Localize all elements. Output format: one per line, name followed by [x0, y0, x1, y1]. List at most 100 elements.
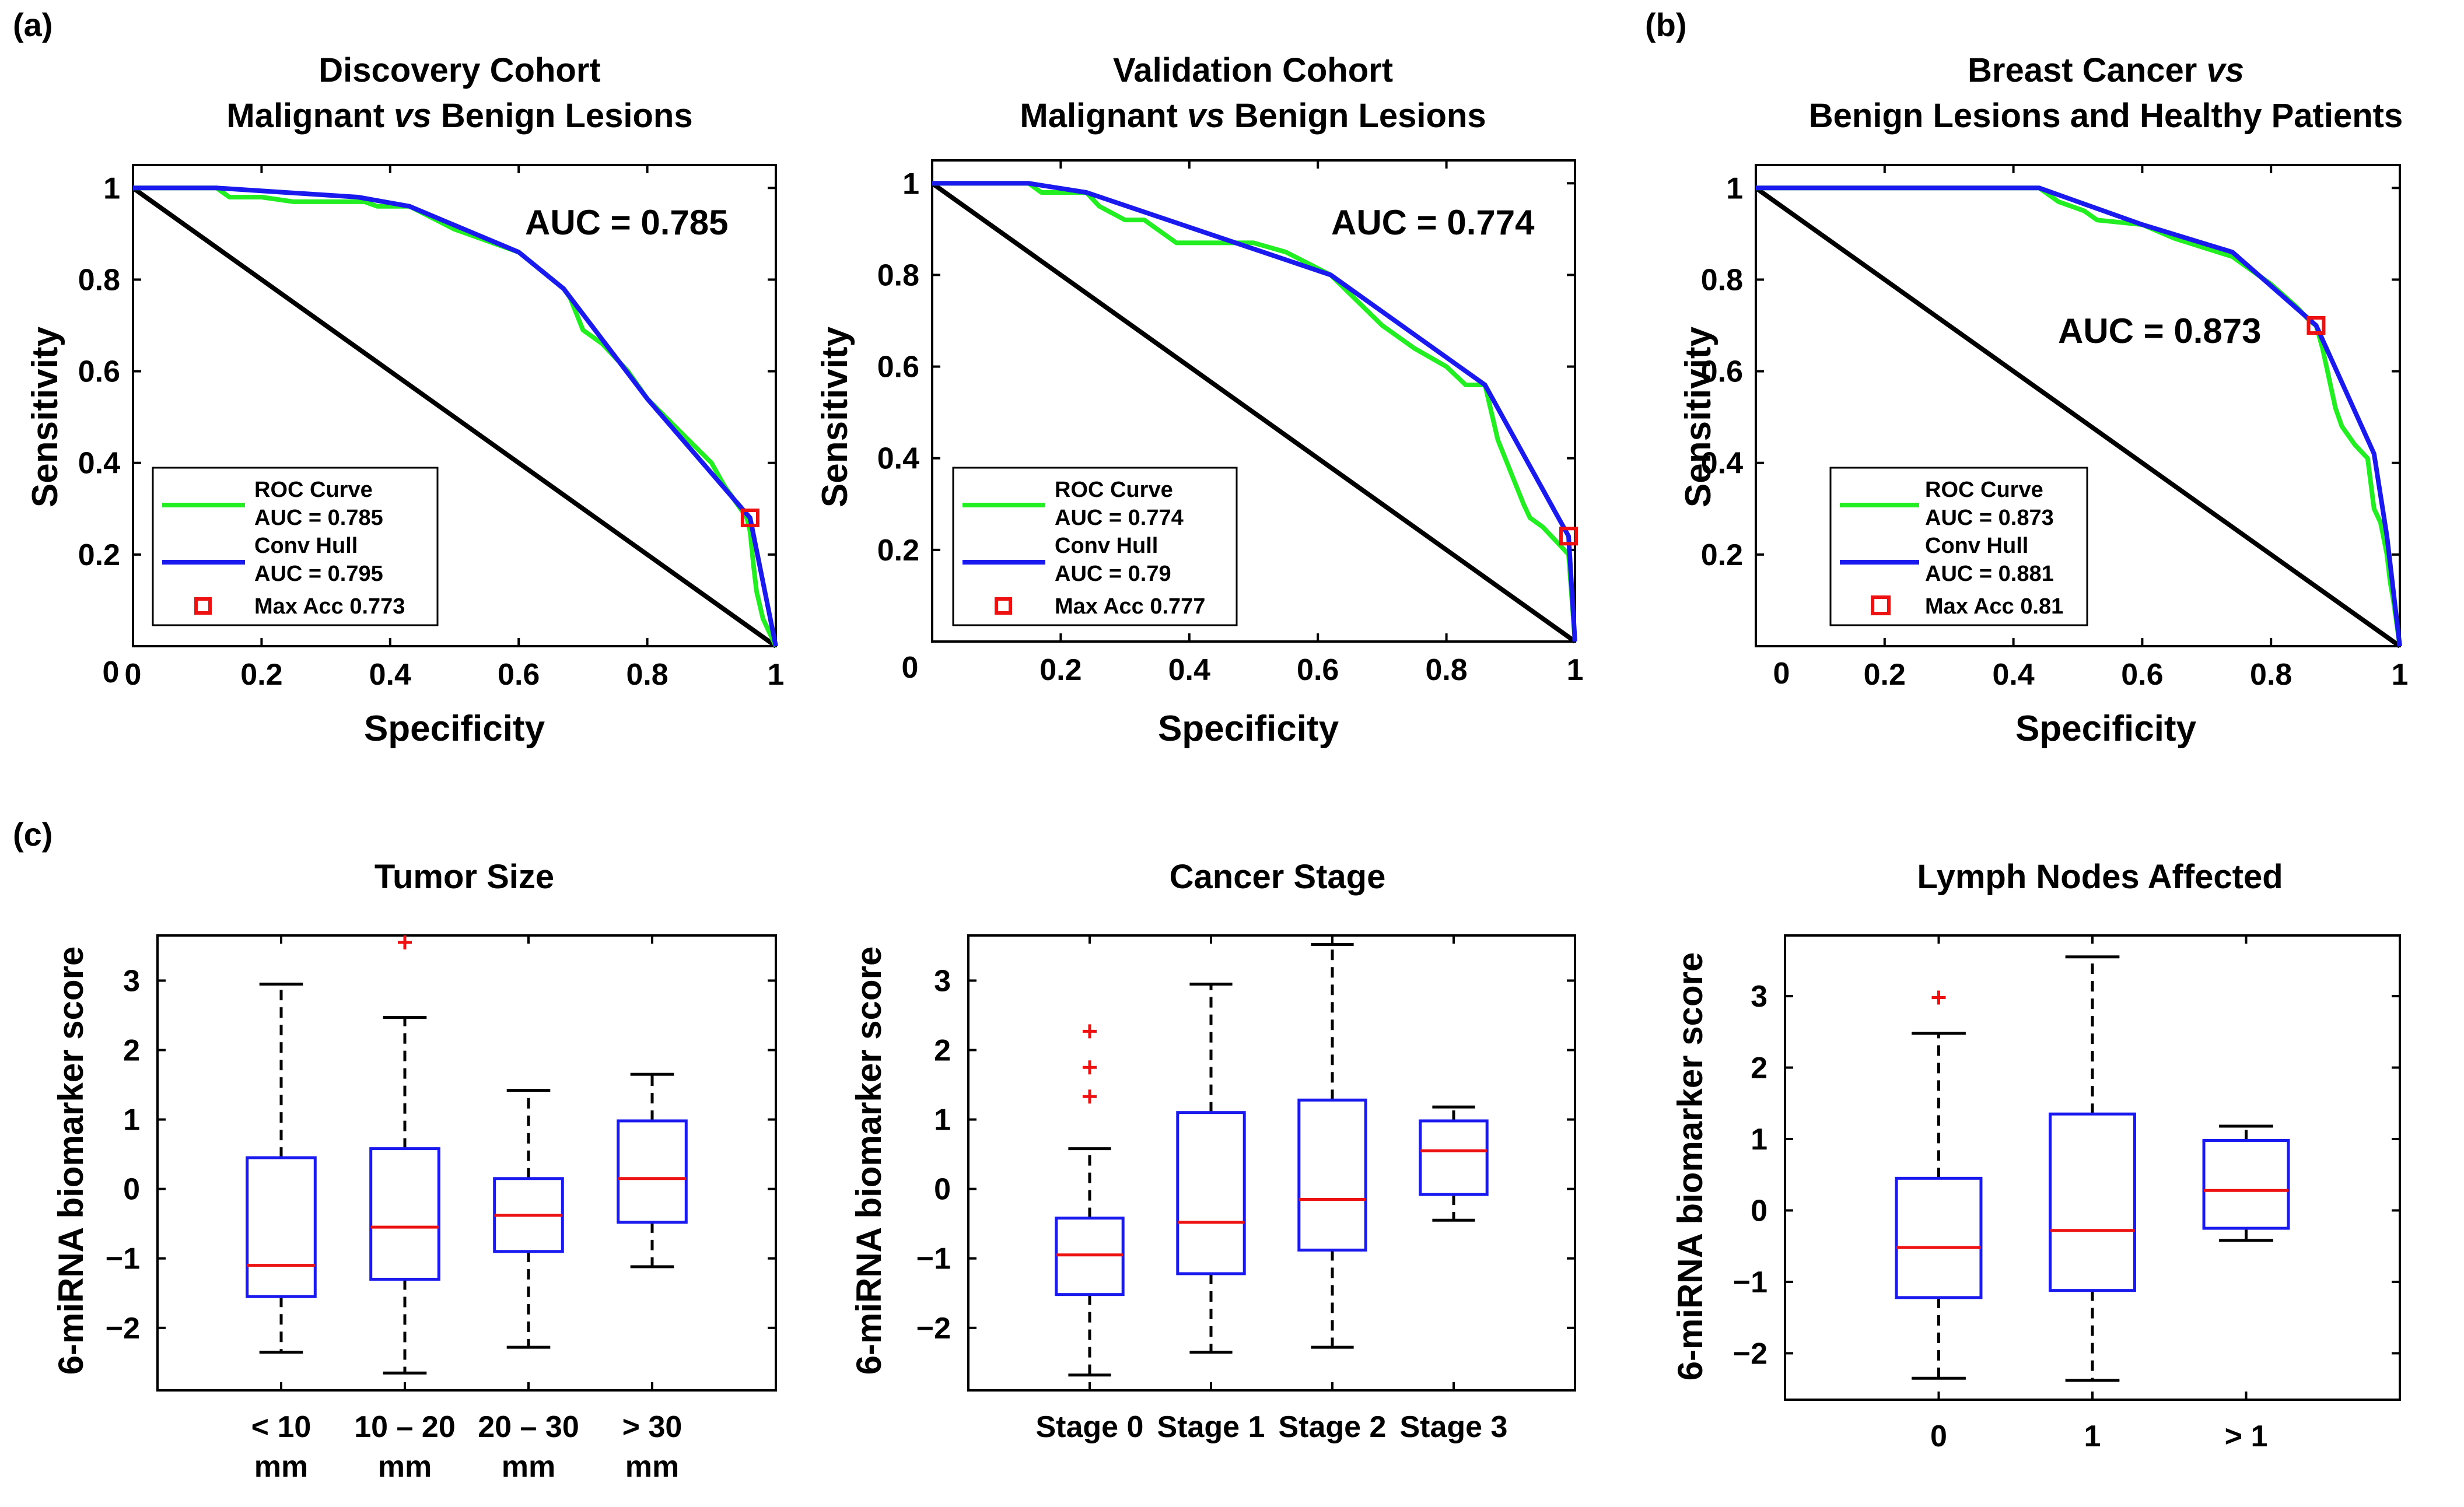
x-tick-label: 0.8	[626, 658, 668, 692]
outlier-marker	[1083, 1024, 1097, 1039]
y-axis-label: 6-miRNA biomarker score	[1671, 952, 1710, 1381]
y-tick-label: 0	[1751, 1194, 1768, 1228]
y-tick-label: 0.4	[877, 442, 919, 476]
y-axis-label: Sensitivity	[25, 326, 65, 507]
y-tick-label: 0.8	[78, 263, 120, 297]
x-tick-label: 1	[768, 658, 785, 692]
panel-label-a: (a)	[13, 6, 52, 43]
axis-origin-label: 0	[902, 651, 919, 685]
y-tick-label: −2	[1733, 1337, 1768, 1371]
legend-hull-name: Conv Hull	[254, 534, 358, 558]
boxplot-tumor-size: Tumor Size −2 −1 0 1 2 3 < 10 mm 10 – 20 mm 20 – …	[51, 858, 777, 1484]
legend-hull-auc: AUC = 0.79	[1055, 562, 1171, 586]
plot-frame	[132, 164, 777, 647]
x-tick-label: 0.2	[1040, 653, 1082, 687]
category-label: 10 – 20	[354, 1410, 456, 1444]
axis-ticks: 0.2 0.4 0.6 0.8 1 0.2 0.4 0.6 0.8 1	[1701, 165, 2409, 692]
category-label: Stage 0	[1036, 1410, 1144, 1444]
category-label: 0	[1930, 1420, 1947, 1453]
box-series	[1895, 955, 2290, 1382]
outlier-marker	[1931, 990, 1946, 1005]
legend-roc-auc: AUC = 0.873	[1925, 506, 2054, 530]
x-axis-label: Specificity	[364, 709, 545, 749]
outlier-marker	[1083, 1089, 1097, 1104]
legend-hull-auc: AUC = 0.795	[254, 562, 383, 586]
x-tick-label: 0.6	[498, 658, 540, 692]
y-tick-label: −1	[916, 1242, 951, 1276]
y-tick-label: 0.2	[78, 538, 120, 572]
y-tick-label: 1	[1751, 1123, 1768, 1156]
roc-chart-discovery: Discovery Cohort Malignant vs Benign Les…	[25, 51, 784, 749]
y-tick-label: 3	[934, 964, 951, 998]
legend-maxacc: Max Acc 0.81	[1925, 594, 2063, 619]
y-tick-label: 2	[934, 1033, 951, 1067]
y-tick-label: 0.2	[1701, 538, 1743, 572]
y-tick-label: −2	[916, 1312, 951, 1345]
chance-diagonal	[131, 186, 778, 649]
x-tick-label: 0.2	[240, 658, 282, 692]
legend: ROC Curve AUC = 0.873 Conv Hull AUC = 0.…	[1829, 467, 2088, 626]
box-series	[1055, 942, 1489, 1377]
legend: ROC Curve AUC = 0.785 Conv Hull AUC = 0.…	[152, 467, 439, 626]
category-label: 1	[2084, 1420, 2101, 1453]
chance-diagonal	[930, 181, 1577, 644]
auc-annotation: AUC = 0.873	[2058, 311, 2262, 351]
axis-ticks: 0 0.2 0.4 0.6 0.8 1 0.2 0.4 0.6 0.8 1	[78, 165, 785, 692]
legend-hull-name: Conv Hull	[1055, 534, 1158, 558]
legend-maxacc-swatch	[1871, 595, 1891, 615]
y-axis-label: Sensitivity	[815, 326, 855, 507]
category-label: Stage 1	[1157, 1410, 1265, 1444]
y-tick-label: 0.6	[877, 351, 919, 384]
y-tick-label: −1	[106, 1242, 140, 1276]
axis-ticks: −2 −1 0 1 2 3	[106, 935, 776, 1390]
plot-frame	[931, 159, 1576, 643]
y-tick-label: 0.2	[877, 534, 919, 567]
axis-ticks: −2 −1 0 1 2 3	[1733, 935, 2400, 1400]
x-axis-label: Specificity	[1158, 709, 1339, 749]
category-label-unit: mm	[378, 1450, 432, 1484]
y-tick-label: 1	[123, 1103, 140, 1137]
y-tick-label: 0	[123, 1173, 140, 1207]
legend: ROC Curve AUC = 0.774 Conv Hull AUC = 0.…	[952, 467, 1238, 626]
y-tick-label: 3	[1751, 980, 1768, 1014]
axis-origin-label: 0	[1773, 657, 1790, 691]
chart-title: Lymph Nodes Affected	[1917, 858, 2283, 896]
legend-hull-name: Conv Hull	[1925, 534, 2028, 558]
x-tick-label: 0	[125, 658, 142, 692]
category-label: Stage 2	[1279, 1410, 1387, 1444]
category-label-unit: mm	[625, 1450, 679, 1484]
roc-chart-breast: Breast Cancer vs Benign Lesions and Heal…	[1678, 51, 2408, 749]
interquartile-box	[2202, 1138, 2290, 1230]
roc-curve-line	[932, 181, 1577, 642]
category-labels: Stage 0 Stage 1 Stage 2 Stage 3	[1036, 1410, 1508, 1444]
interquartile-box	[617, 1119, 688, 1224]
auc-annotation: AUC = 0.785	[525, 203, 729, 242]
axis-ticks: −2 −1 0 1 2 3	[916, 935, 1575, 1390]
legend-roc-name: ROC Curve	[254, 478, 373, 502]
y-axis-label: Sensitivity	[1678, 326, 1718, 507]
interquartile-box	[1297, 1098, 1367, 1252]
category-label: < 10	[251, 1410, 312, 1444]
category-label: > 1	[2225, 1420, 2268, 1453]
y-axis-label: 6-miRNA biomarker score	[849, 947, 888, 1375]
max-accuracy-marker	[1559, 527, 1578, 546]
boxplot-lymph-nodes: Lymph Nodes Affected −2 −1 0 1 2 3 0 1 > 1 6-mi…	[1671, 858, 2401, 1453]
convex-hull-line	[133, 185, 778, 647]
category-label: 20 – 30	[478, 1410, 579, 1444]
chart-title-line2: Malignant vs Benign Lesions	[226, 97, 692, 135]
x-tick-label: 1	[2392, 658, 2409, 692]
y-tick-label: 2	[1751, 1052, 1768, 1085]
x-tick-label: 0.8	[1425, 653, 1467, 687]
y-axis-label: 6-miRNA biomarker score	[51, 947, 90, 1375]
x-tick-label: 0.4	[369, 658, 411, 692]
box-series	[246, 935, 688, 1375]
x-tick-label: 1	[1567, 653, 1584, 687]
axis-origin-label: 0	[103, 656, 120, 689]
y-tick-label: 0.4	[1701, 447, 1743, 481]
auc-annotation: AUC = 0.774	[1331, 203, 1535, 242]
y-tick-label: 1	[902, 167, 919, 201]
legend-maxacc-swatch	[995, 597, 1012, 615]
y-tick-label: 0.8	[1701, 263, 1743, 297]
x-tick-label: 0.6	[2121, 658, 2163, 692]
panel-label-b: (b)	[1645, 6, 1687, 43]
